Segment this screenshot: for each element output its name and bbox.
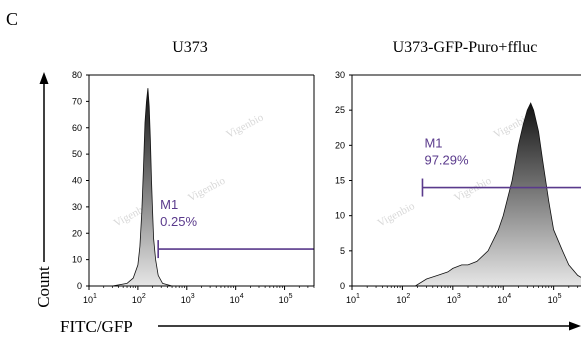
x-tick-label: 101 bbox=[83, 293, 97, 305]
y-tick-label: 70 bbox=[72, 96, 82, 106]
panel-title-u373-gfp: U373-GFP-Puro+ffluc bbox=[393, 39, 538, 56]
x-tick-label: 101 bbox=[346, 293, 360, 305]
gate-percent: 0.25% bbox=[160, 214, 197, 229]
y-tick-label: 0 bbox=[77, 281, 82, 291]
x-tick-label: 103 bbox=[181, 293, 195, 305]
y-tick-label: 30 bbox=[72, 202, 82, 212]
x-tick-label: 104 bbox=[230, 293, 244, 305]
fluorescence-axis-arrow bbox=[158, 321, 581, 331]
y-tick-label: 10 bbox=[72, 255, 82, 265]
x-tick-label: 104 bbox=[497, 293, 511, 305]
y-tick-label: 40 bbox=[72, 176, 82, 186]
y-tick-label: 30 bbox=[335, 70, 345, 80]
y-tick-label: 0 bbox=[340, 281, 345, 291]
gate-name: M1 bbox=[424, 136, 442, 151]
y-tick-label: 80 bbox=[72, 70, 82, 80]
watermark-text: Vigenbio bbox=[452, 175, 494, 205]
watermark-text: Vigenbio bbox=[224, 111, 266, 141]
y-tick-label: 20 bbox=[335, 140, 345, 150]
x-axis-label: FITC/GFP bbox=[60, 317, 133, 336]
watermark-text: Vigenbio bbox=[186, 175, 228, 205]
x-tick-label: 103 bbox=[447, 293, 461, 305]
y-tick-label: 20 bbox=[72, 228, 82, 238]
y-tick-label: 10 bbox=[335, 211, 345, 221]
x-tick-label: 105 bbox=[279, 293, 293, 305]
y-tick-label: 5 bbox=[340, 246, 345, 256]
x-tick-label: 105 bbox=[548, 293, 562, 305]
histogram-area bbox=[414, 102, 581, 286]
histogram-area bbox=[112, 88, 173, 286]
y-tick-label: 60 bbox=[72, 123, 82, 133]
gate-name: M1 bbox=[160, 197, 178, 212]
panel-title-u373: U373 bbox=[172, 39, 208, 56]
panel-letter: C bbox=[6, 9, 18, 29]
y-tick-label: 15 bbox=[335, 176, 345, 186]
gate-percent: 97.29% bbox=[424, 153, 469, 168]
y-axis-label: Count bbox=[34, 266, 53, 308]
x-tick-label: 102 bbox=[396, 293, 410, 305]
x-tick-label: 102 bbox=[132, 293, 146, 305]
watermark-text: Vigenbio bbox=[376, 200, 418, 230]
y-tick-label: 50 bbox=[72, 149, 82, 159]
y-tick-label: 25 bbox=[335, 105, 345, 115]
